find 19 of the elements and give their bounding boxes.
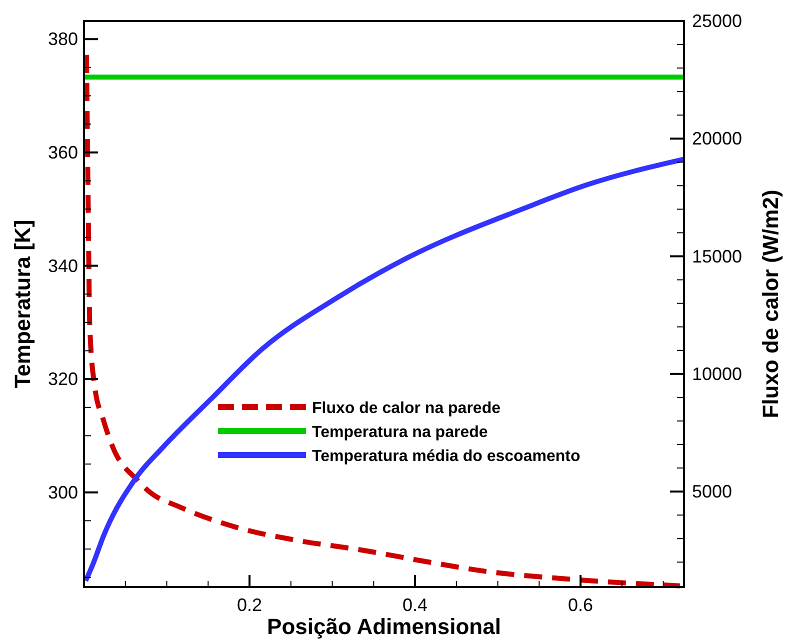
y2-tick-label: 10000 (692, 364, 742, 384)
legend-label: Temperatura média do escoamento (312, 448, 580, 465)
y-tick-label: 320 (48, 369, 78, 390)
x-tick-label: 0.6 (568, 595, 594, 615)
y2-tick-label: 25000 (692, 11, 742, 31)
x-axis-title: Posição Adimensional (267, 614, 501, 639)
y-tick-label: 360 (48, 142, 78, 162)
y2-axis-title: Fluxo de calor (W/m2) (758, 190, 783, 418)
y2-tick-label: 15000 (692, 246, 742, 266)
y2-tick-label: 5000 (692, 482, 732, 502)
legend-label: Temperatura na parede (312, 424, 488, 441)
x-tick-label: 0.2 (237, 595, 262, 615)
y-tick-label: 380 (48, 29, 78, 50)
y-tick-label: 340 (48, 256, 78, 276)
y-axis-title: Temperatura [K] (10, 220, 35, 388)
y2-tick-label: 20000 (692, 128, 742, 149)
x-tick-label: 0.4 (402, 595, 428, 615)
legend-label: Fluxo de calor na parede (312, 400, 501, 417)
y-tick-label: 300 (48, 482, 78, 502)
